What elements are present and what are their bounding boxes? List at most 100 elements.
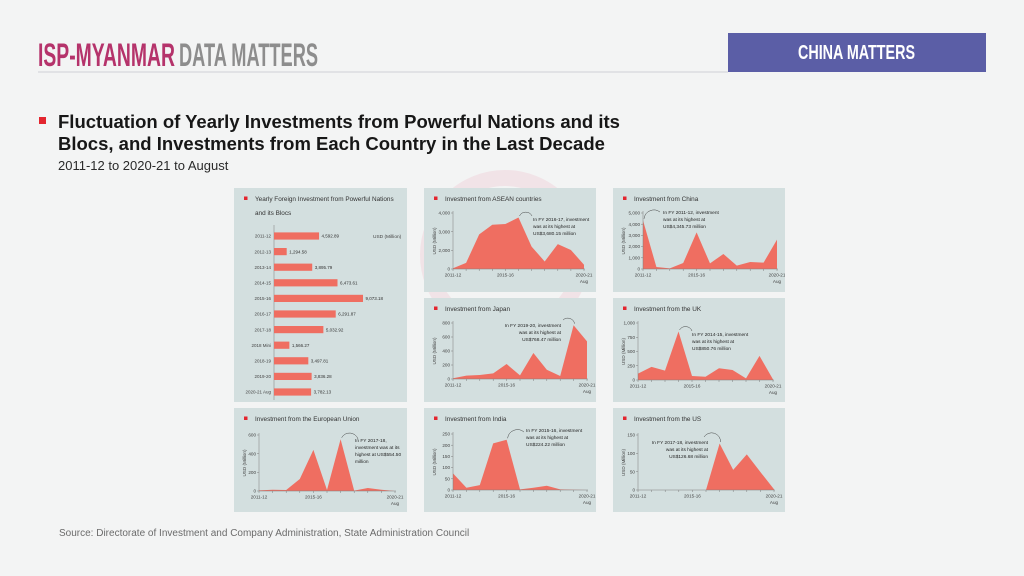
area-japan bbox=[453, 325, 587, 379]
x-tick-label: 2015-16 bbox=[305, 495, 322, 500]
x-tick-label: 2011-12 bbox=[630, 494, 647, 499]
area-asean bbox=[453, 217, 584, 269]
x-tick-label: 2020-21 bbox=[579, 494, 596, 499]
x-tick-label: 2020-21 bbox=[769, 273, 785, 278]
annotation-text: US$768.47 million bbox=[522, 337, 561, 343]
y-tick-label: 50 bbox=[445, 476, 451, 481]
annotation-text: In FY 2019-20, investment bbox=[505, 323, 562, 329]
chart-title-bullet-icon bbox=[623, 196, 627, 200]
annotation-text: US$126.68 million bbox=[669, 454, 708, 460]
x-tick-label: 2015-16 bbox=[498, 383, 515, 388]
category-label: 2020-21 Aug bbox=[245, 390, 271, 395]
chart-title: and its Blocs bbox=[255, 210, 291, 217]
chart-panel-us: Investment from the US 0 50 100 150 2011-12 20… bbox=[613, 408, 785, 512]
category-label: 2012-13 bbox=[254, 249, 271, 254]
chart-title: Investment from the European Union bbox=[255, 416, 360, 423]
bar-2014-15 bbox=[274, 279, 338, 287]
annotation-text: In FY 2015-16, investment bbox=[526, 428, 583, 434]
bar-value-label: 1,294.58 bbox=[289, 249, 307, 254]
category-label: 2016-17 bbox=[254, 312, 271, 317]
y-axis-title: USD (Million) bbox=[621, 449, 626, 477]
chart-title-bullet-icon bbox=[244, 196, 248, 200]
page-title: Fluctuation of Yearly Investments from P… bbox=[58, 111, 778, 155]
bar-value-label: 6,473.61 bbox=[340, 281, 358, 286]
y-tick-label: 500 bbox=[627, 349, 635, 354]
chart-panel-india: Investment from India 0 50 100 150 200 250 2011… bbox=[424, 408, 596, 512]
area-india bbox=[453, 439, 587, 490]
chart-title: Yearly Foreign Investment from Powerful … bbox=[255, 196, 394, 203]
bar-value-label: 9,073.18 bbox=[366, 296, 384, 301]
y-tick-label: 3,000 bbox=[439, 229, 451, 234]
y-tick-label: 4,000 bbox=[629, 222, 641, 227]
annotation-callout-arc bbox=[643, 209, 661, 219]
x-tick-label: 2011-12 bbox=[635, 273, 652, 278]
chart-title-bullet-icon bbox=[434, 306, 438, 310]
bar-value-label: 3,497.81 bbox=[311, 359, 329, 364]
y-tick-label: 100 bbox=[442, 465, 450, 470]
category-label: 2014-15 bbox=[254, 281, 271, 286]
x-tick-label: 2015-16 bbox=[688, 273, 705, 278]
bar-2019-20 bbox=[274, 372, 312, 380]
chart-title-bullet-icon bbox=[623, 416, 627, 420]
category-label: 2017-18 bbox=[254, 327, 271, 332]
annotation-text: US$3,680.15 million bbox=[533, 231, 576, 237]
title-bullet-icon bbox=[39, 117, 46, 124]
y-tick-label: 1,000 bbox=[629, 255, 641, 260]
india-area-chart: Investment from India 0 50 100 150 200 250 2011… bbox=[432, 416, 596, 505]
eu-area-chart: Investment from the European Union 0 200 40… bbox=[242, 416, 404, 506]
chart-title: Investment from Japan bbox=[445, 306, 510, 313]
y-axis-title: USD (Million) bbox=[432, 337, 437, 365]
annotation-callout-arc bbox=[679, 326, 693, 332]
annotation-text: US$224.22 million bbox=[526, 442, 565, 448]
x-tick-label: 2011-12 bbox=[630, 384, 647, 389]
y-tick-label: 0 bbox=[632, 378, 635, 383]
y-tick-label: 1,000 bbox=[624, 321, 636, 326]
section-badge bbox=[728, 33, 986, 72]
y-axis-title: USD (Million) bbox=[432, 448, 437, 476]
bar-value-label: 3,836.28 bbox=[314, 374, 332, 379]
page-subtitle: 2011-12 to 2020-21 to August bbox=[58, 158, 229, 173]
annotation-callout-arc bbox=[562, 317, 575, 324]
page-title-line-1: Fluctuation of Yearly Investments from P… bbox=[58, 111, 620, 132]
chart-panel-eu: Investment from the European Union 0 200 40… bbox=[234, 408, 407, 512]
x-tick-label: 2020-21 bbox=[576, 273, 593, 278]
y-tick-label: 250 bbox=[442, 432, 450, 437]
chart-title-bullet-icon bbox=[623, 306, 627, 310]
y-tick-label: 800 bbox=[442, 321, 450, 326]
annotation-callout-arc bbox=[507, 429, 525, 439]
annotation-text: In FY 2016-17, investment bbox=[533, 217, 590, 223]
bar-value-label: 3,895.79 bbox=[315, 265, 333, 270]
category-label: 2013-14 bbox=[254, 265, 271, 270]
y-tick-label: 200 bbox=[442, 363, 450, 368]
y-tick-label: 0 bbox=[447, 488, 450, 493]
bar-2016-17 bbox=[274, 310, 336, 318]
y-tick-label: 2,000 bbox=[629, 244, 641, 249]
chart-panel-uk: Investment from the UK 0 250 500 750 1,000 201… bbox=[613, 298, 785, 402]
x-tick-label: 2011-12 bbox=[445, 273, 462, 278]
section-badge-label: CHINA MATTERS bbox=[798, 42, 915, 64]
area-us bbox=[638, 443, 774, 490]
chart-title: Investment from the UK bbox=[634, 306, 702, 313]
category-label: 2018-19 bbox=[254, 359, 271, 364]
x-tick-label: 2011-12 bbox=[251, 495, 268, 500]
bar-2018-19 bbox=[274, 357, 309, 365]
chart-title-bullet-icon bbox=[434, 416, 438, 420]
y-axis-title: USD (Million) bbox=[621, 227, 626, 255]
y-axis-title: USD (Million) bbox=[621, 338, 626, 366]
x-tick-label: 2011-12 bbox=[445, 383, 462, 388]
y-tick-label: 600 bbox=[248, 433, 256, 438]
y-tick-label: 150 bbox=[627, 433, 635, 438]
bar-2015-16 bbox=[274, 294, 363, 302]
y-tick-label: 200 bbox=[442, 443, 450, 448]
annotation-callout-arc bbox=[703, 432, 721, 443]
header: ISP-MYANMAR DATA MATTERS CHINA MATTERS bbox=[38, 33, 986, 73]
y-tick-label: 50 bbox=[630, 469, 636, 474]
annotation-text: US$850.76 million bbox=[692, 346, 731, 352]
bar-value-label: 1,566.27 bbox=[292, 343, 310, 348]
x-tick-label: 2015-16 bbox=[684, 494, 701, 499]
y-tick-label: 750 bbox=[627, 335, 635, 340]
bar-2018-mini bbox=[274, 341, 290, 349]
y-tick-label: 400 bbox=[248, 451, 256, 456]
brand-suffix-text: DATA MATTERS bbox=[179, 37, 318, 73]
x-tick-sublabel: Aug bbox=[580, 279, 589, 284]
